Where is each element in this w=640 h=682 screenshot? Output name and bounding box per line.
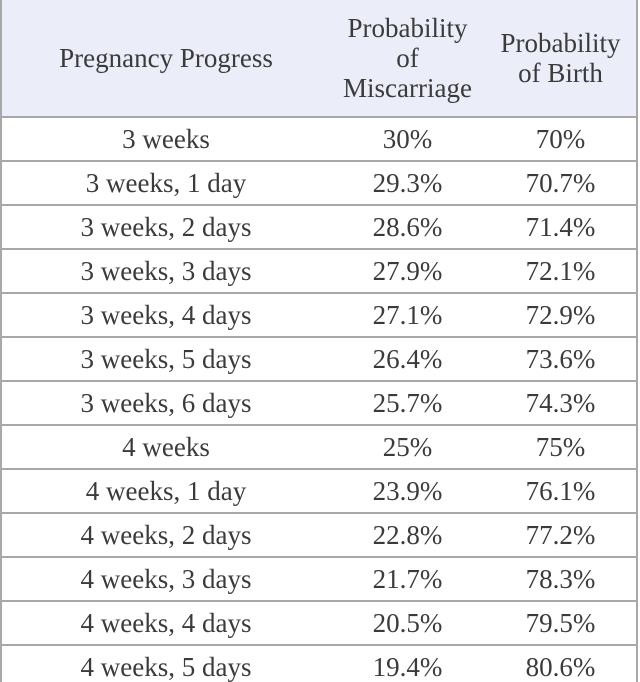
progress-cell: 3 weeks, 4 days: [2, 293, 330, 338]
header-probability-of-birth: Probability of Birth: [485, 0, 636, 118]
progress-cell: 3 weeks, 6 days: [2, 381, 330, 426]
progress-cell: 3 weeks, 2 days: [2, 205, 330, 250]
miscarriage-probability-cell: 29.3%: [330, 161, 485, 206]
birth-probability-cell: 76.1%: [485, 469, 636, 514]
table-row: 3 weeks, 4 days 27.1% 72.9%: [2, 293, 636, 338]
progress-cell: 3 weeks: [2, 117, 330, 162]
header-line: of: [396, 43, 419, 73]
header-line: Miscarriage: [343, 73, 472, 103]
table-row: 3 weeks, 2 days 28.6% 71.4%: [2, 205, 636, 250]
progress-cell: 4 weeks, 1 day: [2, 469, 330, 514]
progress-cell: 4 weeks, 3 days: [2, 557, 330, 602]
miscarriage-probability-cell: 28.6%: [330, 205, 485, 250]
table-row: 3 weeks, 6 days 25.7% 74.3%: [2, 381, 636, 426]
birth-probability-cell: 75%: [485, 425, 636, 470]
birth-probability-cell: 73.6%: [485, 337, 636, 382]
table-row: 4 weeks 25% 75%: [2, 425, 636, 470]
miscarriage-probability-cell: 20.5%: [330, 601, 485, 646]
header-line: Pregnancy Progress: [59, 43, 273, 73]
table-header: Pregnancy Progress Probability of Miscar…: [2, 0, 636, 118]
table-row: 4 weeks, 2 days 22.8% 77.2%: [2, 513, 636, 558]
birth-probability-cell: 80.6%: [485, 645, 636, 682]
table-row: 3 weeks, 5 days 26.4% 73.6%: [2, 337, 636, 382]
miscarriage-probability-cell: 19.4%: [330, 645, 485, 682]
table-row: 3 weeks, 3 days 27.9% 72.1%: [2, 249, 636, 294]
miscarriage-probability-cell: 27.9%: [330, 249, 485, 294]
progress-cell: 4 weeks, 4 days: [2, 601, 330, 646]
birth-probability-cell: 71.4%: [485, 205, 636, 250]
birth-probability-cell: 78.3%: [485, 557, 636, 602]
progress-cell: 3 weeks, 3 days: [2, 249, 330, 294]
header-probability-of-miscarriage: Probability of Miscarriage: [330, 0, 485, 118]
miscarriage-probability-cell: 25.7%: [330, 381, 485, 426]
progress-cell: 4 weeks, 2 days: [2, 513, 330, 558]
birth-probability-cell: 72.9%: [485, 293, 636, 338]
miscarriage-probability-cell: 25%: [330, 425, 485, 470]
miscarriage-probability-cell: 22.8%: [330, 513, 485, 558]
miscarriage-probability-cell: 30%: [330, 117, 485, 162]
miscarriage-probability-cell: 21.7%: [330, 557, 485, 602]
header-line: Probability: [500, 28, 621, 58]
progress-cell: 4 weeks, 5 days: [2, 645, 330, 682]
table-row: 4 weeks, 1 day 23.9% 76.1%: [2, 469, 636, 514]
birth-probability-cell: 74.3%: [485, 381, 636, 426]
table-body: 3 weeks 30% 70% 3 weeks, 1 day 29.3% 70.7% 3 w…: [2, 117, 636, 682]
table-row: 3 weeks 30% 70%: [2, 117, 636, 162]
birth-probability-cell: 77.2%: [485, 513, 636, 558]
progress-cell: 3 weeks, 1 day: [2, 161, 330, 206]
table-row: 4 weeks, 4 days 20.5% 79.5%: [2, 601, 636, 646]
birth-probability-cell: 79.5%: [485, 601, 636, 646]
miscarriage-probability-cell: 23.9%: [330, 469, 485, 514]
birth-probability-cell: 70%: [485, 117, 636, 162]
table-row: 3 weeks, 1 day 29.3% 70.7%: [2, 161, 636, 206]
header-line: of Birth: [518, 58, 603, 88]
birth-probability-cell: 72.1%: [485, 249, 636, 294]
header-pregnancy-progress: Pregnancy Progress: [2, 0, 330, 118]
birth-probability-cell: 70.7%: [485, 161, 636, 206]
header-line: Probability: [347, 13, 468, 43]
header-row: Pregnancy Progress Probability of Miscar…: [2, 0, 636, 118]
progress-cell: 4 weeks: [2, 425, 330, 470]
table-row: 4 weeks, 3 days 21.7% 78.3%: [2, 557, 636, 602]
miscarriage-probability-cell: 27.1%: [330, 293, 485, 338]
table-row: 4 weeks, 5 days 19.4% 80.6%: [2, 645, 636, 682]
progress-cell: 3 weeks, 5 days: [2, 337, 330, 382]
miscarriage-probability-cell: 26.4%: [330, 337, 485, 382]
